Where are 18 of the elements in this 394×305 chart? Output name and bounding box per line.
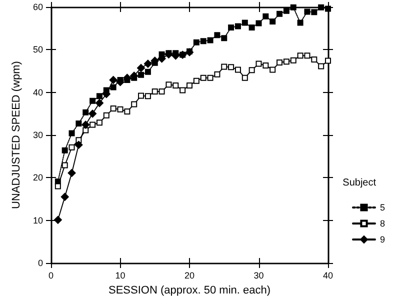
legend-label: 8 — [380, 218, 386, 228]
y-tick-label: 60 — [32, 2, 43, 12]
x-tick-label: 30 — [254, 270, 264, 280]
legend-label: 5 — [380, 202, 386, 212]
x-tick-label: 10 — [115, 270, 126, 280]
legend-title: Subject — [342, 178, 376, 188]
y-tick-label: 40 — [32, 87, 43, 98]
y-tick-label: 10 — [32, 215, 43, 226]
y-tick-label: 20 — [32, 172, 43, 183]
x-tick-label: 0 — [48, 270, 54, 280]
y-tick-label: 30 — [32, 130, 43, 140]
x-tick-label: 20 — [184, 270, 195, 280]
x-axis-title: SESSION (approx. 50 min. each) — [108, 284, 271, 296]
y-tick-label: 50 — [32, 44, 43, 55]
y-axis-title: UNADJUSTED SPEED (wpm) — [10, 61, 23, 209]
y-tick-label: 0 — [38, 258, 43, 268]
x-tick-label: 40 — [322, 270, 334, 280]
legend-label: 9 — [380, 234, 386, 244]
